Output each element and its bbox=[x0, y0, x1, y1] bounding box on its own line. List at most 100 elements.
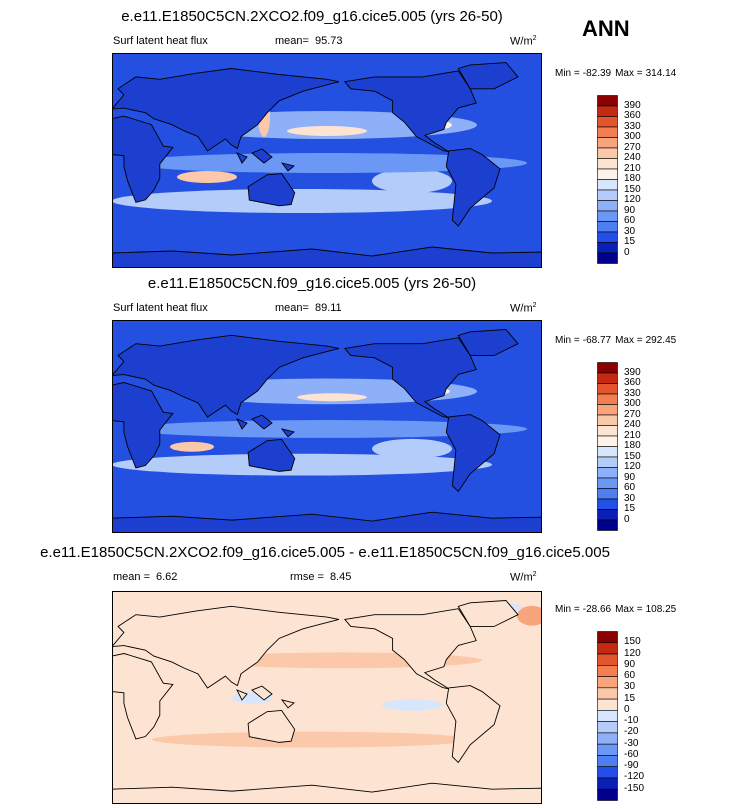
colorbar-label: 30 bbox=[624, 492, 636, 504]
max-value: 292.45 bbox=[645, 335, 677, 346]
field-patch bbox=[287, 126, 367, 136]
variable-name: Surf latent heat flux bbox=[113, 35, 208, 47]
colorbar-box bbox=[597, 710, 618, 722]
colorbar-box bbox=[597, 519, 618, 531]
colorbar-label: 390 bbox=[624, 99, 641, 111]
colorbar-label: 0 bbox=[624, 246, 630, 258]
colorbar-label: 90 bbox=[624, 204, 636, 216]
field-patch bbox=[152, 731, 472, 748]
mean-value: 95.73 bbox=[314, 35, 343, 47]
map-frame bbox=[112, 320, 542, 533]
mean: mean= 95.73 bbox=[275, 35, 342, 47]
colorbar-box bbox=[597, 509, 618, 521]
colorbar-box bbox=[597, 116, 618, 128]
field-patch bbox=[177, 171, 237, 183]
colorbar-box bbox=[597, 766, 618, 779]
map bbox=[112, 320, 542, 533]
field-patch bbox=[112, 189, 492, 213]
colorbar-box bbox=[597, 743, 618, 756]
colorbar-box bbox=[597, 372, 618, 384]
mean-label: mean= bbox=[275, 302, 309, 314]
mean-label: mean = bbox=[113, 571, 150, 583]
units-exponent: 2 bbox=[532, 35, 537, 42]
colorbar-label: 60 bbox=[624, 670, 636, 682]
colorbar-label: 120 bbox=[624, 461, 641, 472]
field-patch bbox=[297, 393, 367, 402]
panel-title: e.e11.E1850C5CN.2XCO2.f09_g16.cice5.005 … bbox=[40, 544, 610, 561]
colorbar-box bbox=[597, 664, 618, 677]
colorbar-box bbox=[597, 698, 618, 711]
mean-label: mean= bbox=[275, 35, 309, 47]
colorbar-label: 15 bbox=[624, 692, 636, 704]
field-patch bbox=[127, 420, 527, 438]
colorbar-box bbox=[597, 435, 618, 447]
colorbar-box bbox=[597, 362, 618, 374]
colorbar-box bbox=[597, 414, 618, 426]
colorbar-box bbox=[597, 383, 618, 395]
min-label: Min = bbox=[555, 604, 580, 615]
colorbar-label: 360 bbox=[624, 110, 641, 121]
colorbar-label: 300 bbox=[624, 398, 641, 409]
min-max: Min = -68.77 Max = 292.45 bbox=[555, 335, 676, 346]
units-text: W/m bbox=[510, 35, 533, 48]
colorbar-label: -90 bbox=[624, 760, 639, 772]
colorbar-label: -30 bbox=[624, 737, 639, 749]
colorbar-label: 360 bbox=[624, 377, 641, 388]
colorbar-label: 150 bbox=[624, 183, 641, 195]
colorbar-label: 180 bbox=[624, 173, 641, 184]
units: W/m2 bbox=[510, 35, 537, 48]
colorbar bbox=[597, 362, 618, 531]
min-max: Min = -28.66 Max = 108.25 bbox=[555, 604, 676, 615]
field-patch bbox=[127, 153, 527, 173]
colorbar-label: 330 bbox=[624, 120, 641, 132]
units-text: W/m bbox=[510, 302, 533, 315]
colorbar-box bbox=[597, 721, 618, 734]
max-value: 314.14 bbox=[645, 68, 677, 79]
colorbar-box bbox=[597, 488, 618, 500]
colorbar-box bbox=[597, 404, 618, 416]
colorbar-label: 300 bbox=[624, 131, 641, 142]
min-value: -82.39 bbox=[582, 68, 612, 79]
season-label: ANN bbox=[582, 16, 630, 41]
units-text: W/m bbox=[510, 571, 533, 584]
colorbar-label: 390 bbox=[624, 366, 641, 378]
max-value: 108.25 bbox=[645, 604, 677, 615]
rmse-value: 8.45 bbox=[329, 571, 352, 583]
colorbar-label: 90 bbox=[624, 471, 636, 483]
colorbar-label: 270 bbox=[624, 141, 641, 153]
colorbar-label: 150 bbox=[624, 450, 641, 462]
field-patch bbox=[112, 453, 492, 476]
colorbar-box bbox=[597, 200, 618, 212]
colorbar-box bbox=[597, 467, 618, 479]
colorbar-label: -20 bbox=[624, 726, 639, 738]
field-patch bbox=[372, 169, 452, 193]
colorbar-box bbox=[597, 631, 618, 644]
mean-value: 6.62 bbox=[156, 571, 178, 583]
colorbar-box bbox=[597, 777, 618, 790]
colorbar-box bbox=[597, 393, 618, 405]
colorbar bbox=[597, 631, 618, 801]
field-patch bbox=[170, 441, 214, 452]
colorbar-label: 15 bbox=[624, 236, 636, 247]
colorbar-label: 330 bbox=[624, 387, 641, 399]
colorbar-label: -120 bbox=[624, 771, 645, 783]
colorbar-label: 210 bbox=[624, 162, 641, 174]
colorbar-label: 60 bbox=[624, 482, 636, 493]
units: W/m2 bbox=[510, 302, 537, 315]
field-patch bbox=[382, 698, 442, 711]
colorbar-label: 240 bbox=[624, 152, 641, 163]
colorbar-box bbox=[597, 168, 618, 180]
colorbar-box bbox=[597, 653, 618, 666]
colorbar-box bbox=[597, 179, 618, 191]
colorbar-box bbox=[597, 231, 618, 243]
colorbar-box bbox=[597, 687, 618, 700]
colorbar-label: 270 bbox=[624, 408, 641, 420]
min-label: Min = bbox=[555, 335, 580, 346]
min-value: -28.66 bbox=[582, 604, 612, 615]
colorbar-box bbox=[597, 126, 618, 138]
field-patch bbox=[372, 438, 452, 459]
colorbar-label: 0 bbox=[624, 703, 630, 715]
colorbar-box bbox=[597, 732, 618, 745]
map bbox=[112, 53, 542, 268]
colorbar-label: -150 bbox=[624, 782, 645, 794]
